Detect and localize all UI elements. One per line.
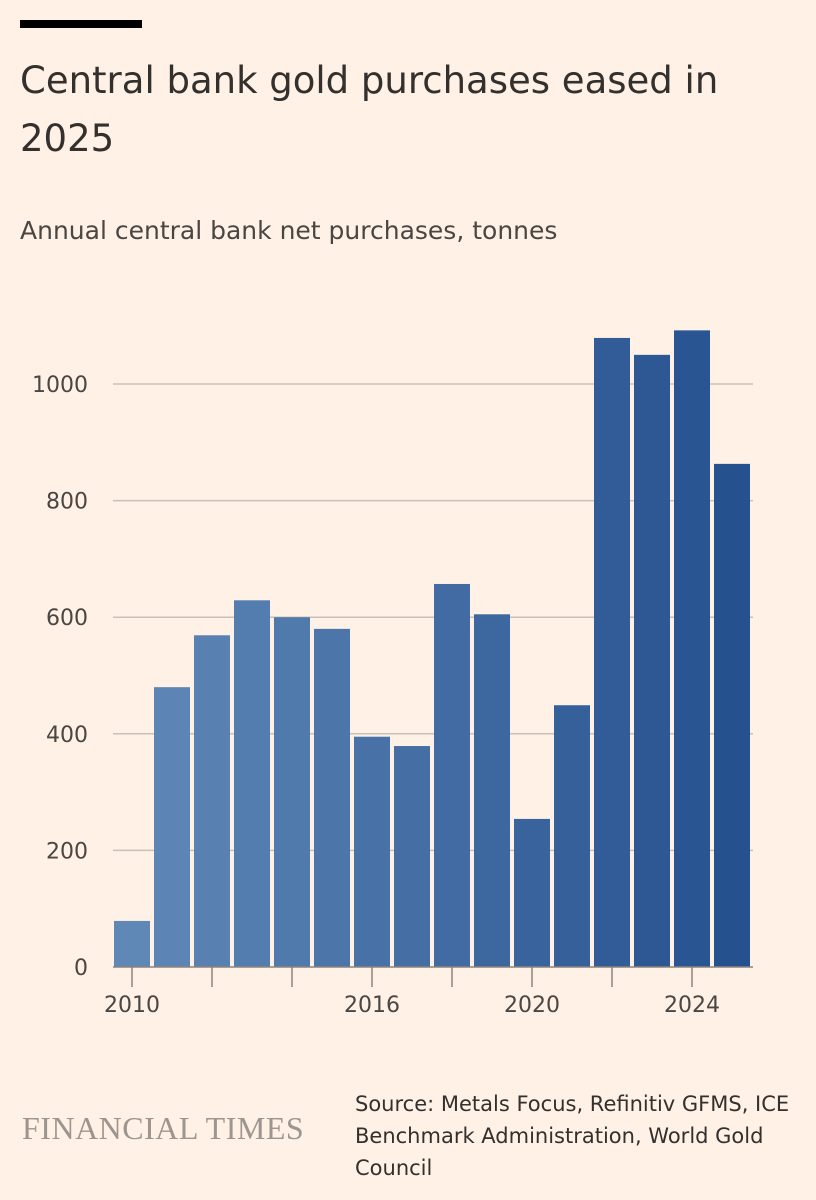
bar-2022: [594, 337, 630, 967]
y-tick-label: 0: [74, 956, 88, 981]
x-tick-label: 2020: [504, 993, 560, 1018]
bar-2023: [634, 354, 670, 968]
bar-2011: [154, 687, 190, 967]
y-tick-label: 200: [46, 839, 88, 864]
bar-2016: [354, 736, 390, 967]
x-tick-label: 2024: [664, 993, 720, 1018]
y-tick-label: 600: [46, 606, 88, 631]
ft-logo: FINANCIAL TIMES: [22, 1110, 305, 1146]
x-tick-label: 2010: [104, 993, 160, 1018]
y-tick-label: 1000: [32, 373, 88, 398]
bar-2010: [114, 920, 150, 967]
source-note: Source: Metals Focus, Refinitiv GFMS, IC…: [355, 1092, 790, 1180]
bar-2015: [314, 628, 350, 967]
bar-2012: [194, 635, 230, 967]
bar-2019: [474, 614, 510, 967]
y-tick-label: 800: [46, 490, 88, 515]
bar-2018: [434, 583, 470, 967]
bar-2021: [554, 705, 590, 967]
chart-subtitle: Annual central bank net purchases, tonne…: [20, 216, 558, 245]
bar-2025: [714, 463, 750, 967]
bar-2013: [234, 600, 270, 967]
chart-title: Central bank gold purchases eased in 202…: [20, 59, 719, 160]
y-tick-label: 400: [46, 723, 88, 748]
bar-2014: [274, 617, 310, 967]
header-rule: [20, 20, 142, 28]
bar-2020: [514, 818, 550, 967]
x-tick-label: 2016: [344, 993, 400, 1018]
bar-2017: [394, 746, 430, 967]
bar-2024: [674, 330, 710, 967]
